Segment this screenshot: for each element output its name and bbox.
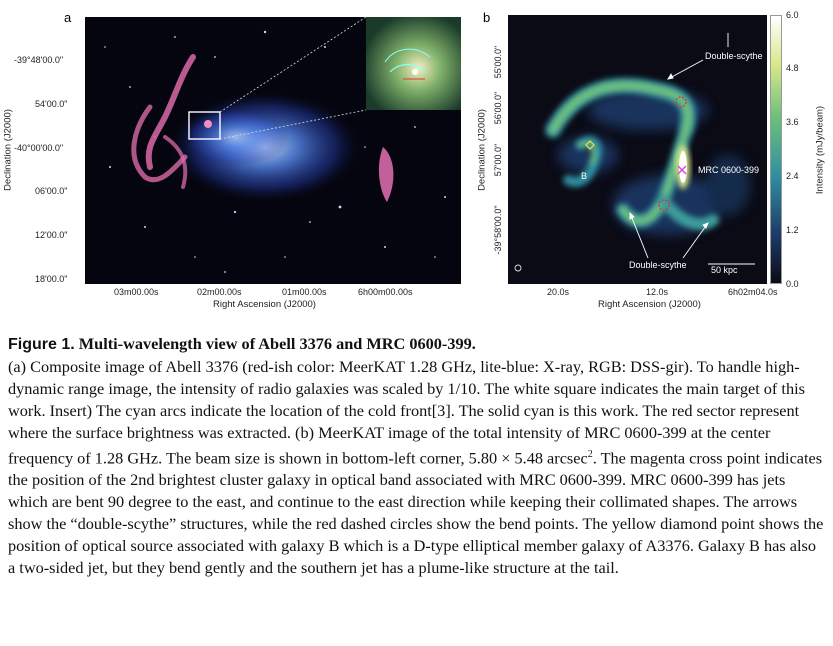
radio-core — [676, 145, 690, 189]
double-scythe-arrows — [629, 33, 729, 259]
colorbar-tick: 0.0 — [786, 279, 799, 289]
zoom-line-bottom — [219, 109, 367, 140]
target-square — [188, 111, 221, 140]
colorbar-tick: 2.4 — [786, 171, 799, 181]
caption-body: (a) Composite image of Abell 3376 (red-i… — [8, 356, 826, 579]
radio-relic-west — [131, 54, 196, 189]
panel-a-image — [85, 17, 461, 284]
panel-a-x-title: Right Ascension (J2000) — [213, 299, 316, 310]
panel-b-label: b — [483, 10, 491, 25]
mrc-label: MRC 0600-399 — [698, 165, 760, 175]
panel-b-x-tick: 12.0s — [646, 287, 669, 297]
caption-heading: Figure 1. Multi-wavelength view of Abell… — [8, 333, 826, 356]
yellow-diamond — [585, 140, 595, 150]
panel-b-x-tick: 6h02m04.0s — [728, 287, 778, 297]
panel-a-y-tick: 06'00.0" — [35, 186, 68, 196]
insert-image — [366, 17, 461, 110]
panel-b-image — [508, 15, 767, 284]
panel-a-x-tick: 01m00.00s — [282, 287, 327, 297]
caption-body-text: . The magenta cross point indicates the … — [8, 448, 824, 578]
background-stars — [104, 30, 446, 273]
panel-b-x-title: Right Ascension (J2000) — [598, 299, 701, 310]
colorbar-tick: 4.8 — [786, 63, 799, 73]
figure-caption: Figure 1. Multi-wavelength view of Abell… — [8, 333, 826, 579]
figure-title: Multi-wavelength view of Abell 3376 and … — [78, 334, 476, 353]
panel-a-y-tick: 12'00.0" — [35, 230, 68, 240]
panel-a-y-tick: -39°48'00.0" — [14, 55, 64, 65]
radio-relic-east — [378, 147, 394, 202]
panel-a-label: a — [64, 10, 72, 25]
caption-superscript: 2 — [587, 449, 593, 460]
panel-a-x-tick: 03m00.00s — [114, 287, 159, 297]
panel-a-x-tick: 02m00.00s — [197, 287, 242, 297]
colorbar-tick: 1.2 — [786, 225, 799, 235]
double-scythe-label-top: Double-scythe — [705, 51, 763, 61]
colorbar-tick: 3.6 — [786, 117, 799, 127]
double-scythe-label-bottom: Double-scythe — [629, 260, 687, 270]
panel-b-x-tick: 20.0s — [547, 287, 570, 297]
panel-a-y-tick: 18'00.0" — [35, 274, 68, 284]
magenta-cross — [677, 165, 687, 175]
panel-a-y-tick: -40°00'00.0" — [14, 143, 64, 153]
panel-a-y-tick: 54'00.0" — [35, 99, 68, 109]
scalebar-label: 50 kpc — [711, 265, 738, 275]
bend-point-circle — [658, 199, 670, 211]
beam-size-circle — [514, 264, 522, 272]
colorbar — [770, 15, 782, 284]
panel-a-x-tick: 6h00m00.00s — [358, 287, 413, 297]
colorbar-tick: 6.0 — [786, 10, 799, 20]
figure-number: Figure 1. — [8, 336, 75, 353]
xray-core — [180, 107, 290, 167]
bend-point-circle — [675, 96, 687, 108]
mrc-radio-source — [204, 120, 212, 128]
caption-body-text: (a) Composite image of Abell 3376 (red-i… — [8, 357, 805, 468]
zoom-line-top — [219, 17, 367, 113]
panel-b-background — [508, 15, 767, 284]
galaxy-b-label: B — [581, 171, 588, 181]
